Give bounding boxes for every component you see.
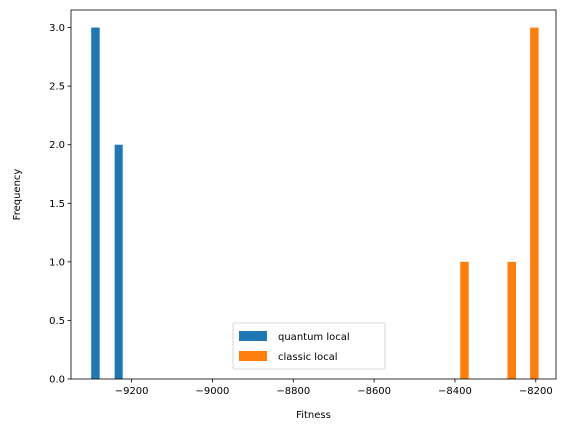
bar-classic-local-2	[530, 27, 539, 379]
legend-swatch-classic-local	[239, 351, 267, 361]
bar-quantum-local-1	[114, 144, 123, 379]
x-tick-label: −8200	[519, 386, 553, 397]
y-axis-label: Frequency	[12, 169, 23, 221]
x-tick-label: −8800	[276, 386, 310, 397]
legend-swatch-quantum-local	[239, 331, 267, 341]
y-tick-label: 2.0	[49, 140, 65, 151]
x-axis-ticks: −9200 −9000 −8800 −8600 −8400 −8200	[115, 379, 553, 397]
legend-label-quantum-local: quantum local	[278, 332, 350, 343]
y-tick-label: 3.0	[49, 23, 65, 34]
x-tick-label: −9200	[115, 386, 149, 397]
y-axis-ticks: 0.0 0.5 1.0 1.5 2.0 2.5 3.0	[49, 23, 71, 386]
y-tick-label: 0.0	[49, 375, 65, 386]
bar-quantum-local-0	[91, 27, 100, 379]
x-tick-label: −8400	[438, 386, 472, 397]
bar-classic-local-1	[507, 261, 516, 379]
plot-frame	[70, 9, 557, 380]
x-tick-label: −8600	[357, 386, 391, 397]
y-tick-label: 1.0	[49, 257, 65, 268]
legend: quantum local classic local	[232, 322, 386, 370]
legend-box	[232, 322, 386, 370]
bar-classic-local-0	[460, 261, 469, 379]
y-tick-label: 2.5	[49, 82, 65, 93]
y-tick-label: 1.5	[49, 199, 65, 210]
bars-layer	[91, 27, 539, 379]
x-axis-label: Fitness	[296, 410, 331, 421]
legend-label-classic-local: classic local	[278, 352, 338, 363]
x-tick-label: −9000	[196, 386, 230, 397]
y-tick-label: 0.5	[49, 316, 65, 327]
